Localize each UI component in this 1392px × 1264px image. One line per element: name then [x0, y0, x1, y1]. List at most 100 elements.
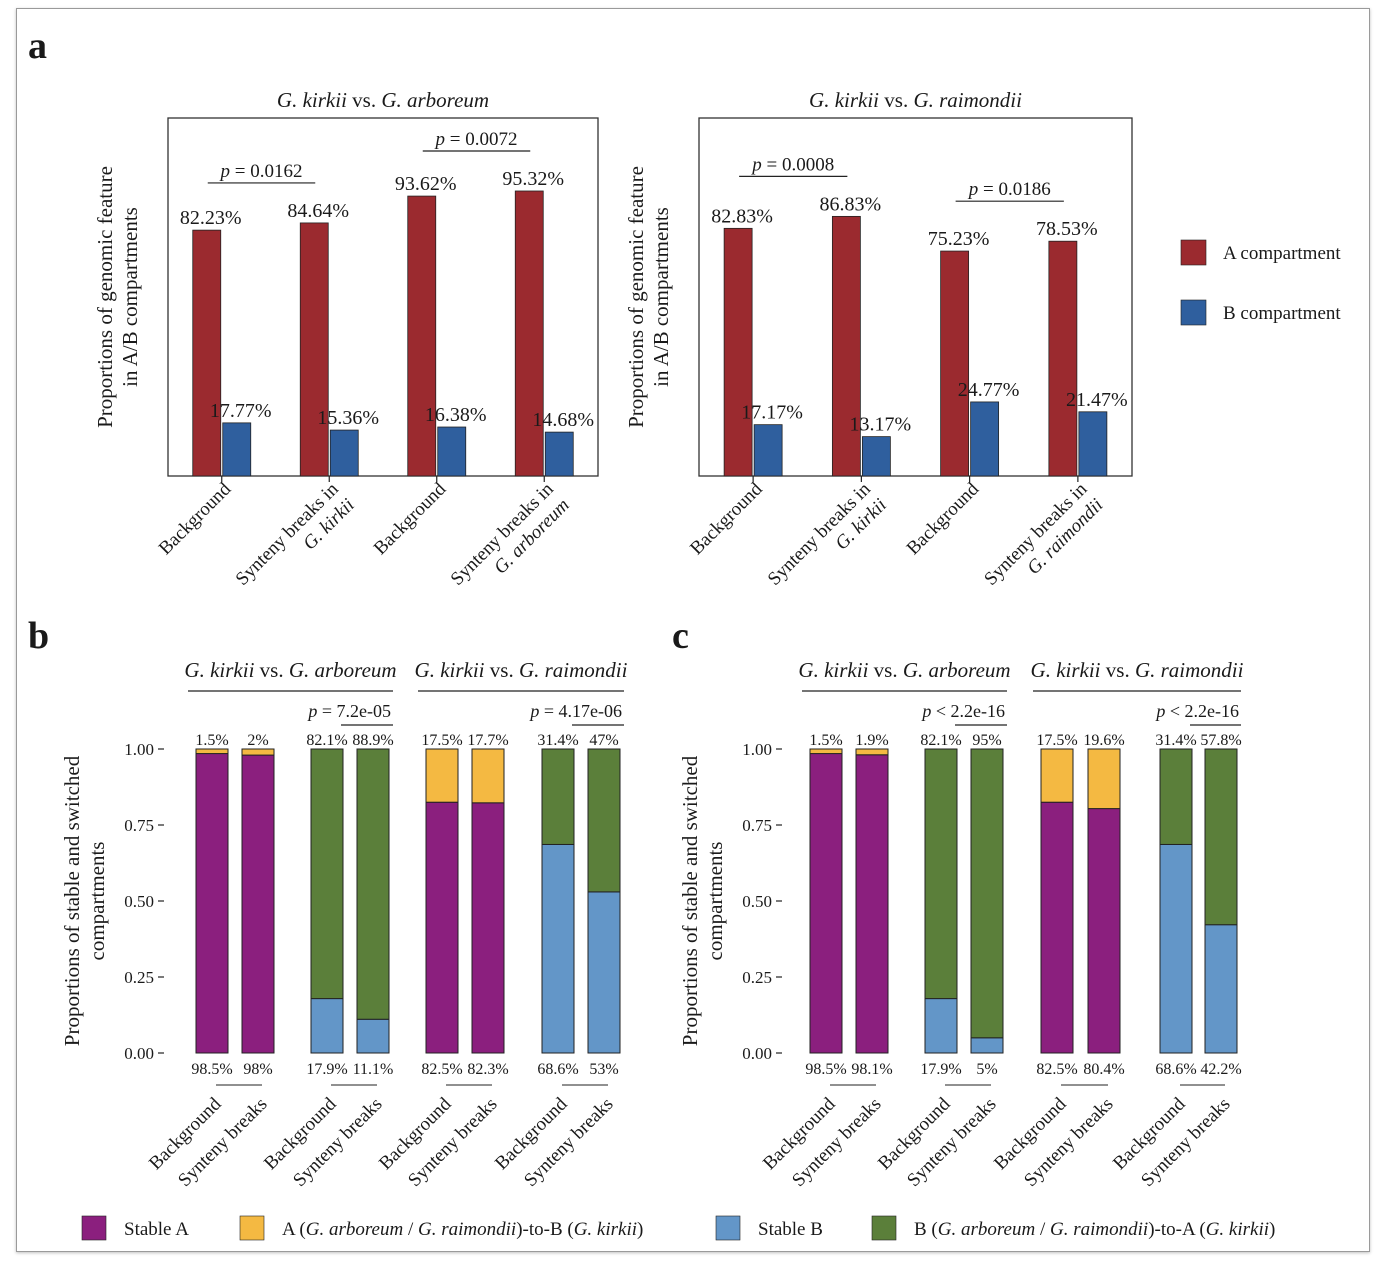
c-group-title-0: G. kirkii vs. G. arboreum [798, 658, 1010, 682]
a-bar-2-2-B [970, 401, 1000, 477]
b-bottom-label-5: 82.3% [467, 1061, 508, 1078]
a-xlabel-1-2: Background [370, 478, 451, 559]
a-bar-2-0-A [723, 227, 753, 477]
b-top-label-1: 2% [247, 732, 268, 749]
b-bottom-label-1: 98% [243, 1061, 272, 1078]
c-pvalue-0: p < 2.2e-16 [920, 701, 1005, 721]
a-plot-frame-2 [698, 117, 1133, 477]
c-yticklabel-3: 0.75 [742, 816, 772, 835]
c-bar-1-s0 [855, 754, 889, 1054]
a-xlabel-2-2: Background [903, 478, 984, 559]
b-bar-1-s1 [241, 748, 275, 756]
panel-label-a: a [28, 25, 47, 67]
b-bar-3-s3 [356, 748, 390, 1020]
c-top-label-5: 19.6% [1083, 732, 1124, 749]
a-bar-2-3-B [1078, 411, 1108, 477]
b-top-label-6: 31.4% [537, 732, 578, 749]
a-bar-2-1-A [831, 215, 861, 477]
c-bottom-label-3: 5% [976, 1061, 997, 1078]
b-ylabel: Proportions of stable and switched [60, 755, 84, 1046]
a-bar-1-3-B [544, 431, 574, 477]
b-yticklabel-3: 0.75 [124, 816, 154, 835]
c-bar-5-s1 [1087, 748, 1121, 810]
b-top-label-7: 47% [589, 732, 618, 749]
a-bar-2-2-A [940, 250, 970, 477]
b-bar-3-s2 [356, 1018, 390, 1054]
c-top-label-7: 57.8% [1200, 732, 1241, 749]
b-bottom-label-4: 82.5% [421, 1061, 462, 1078]
b-ylabel-line2: compartments [85, 842, 109, 961]
a-bar-1-0-B [222, 422, 252, 477]
b-top-label-2: 82.1% [306, 732, 347, 749]
c-yticklabel-4: 1.00 [742, 740, 772, 759]
b-bar-7-s3 [587, 748, 621, 893]
bc-legend-label-1: A (G. arboreum / G. raimondii)-to-B (G. … [282, 1219, 643, 1240]
c-bottom-label-5: 80.4% [1083, 1061, 1124, 1078]
b-bottom-label-6: 68.6% [537, 1061, 578, 1078]
b-bottom-label-3: 11.1% [353, 1061, 394, 1078]
b-yticklabel-0: 0.00 [124, 1044, 154, 1063]
b-pvalue-0: p = 7.2e-05 [306, 701, 391, 721]
b-bar-0-s0 [195, 753, 229, 1054]
c-bar-0-s0 [809, 753, 843, 1054]
a-pvalue-1-0: p = 0.0162 [219, 161, 303, 182]
a-bar-label-1-1-B: 15.36% [317, 407, 379, 429]
a-pvalue-2-1: p = 0.0186 [967, 179, 1051, 200]
a-bar-label-1-0-B: 17.77% [210, 400, 272, 422]
a-bar-label-2-3-A: 78.53% [1036, 218, 1098, 240]
c-bottom-label-7: 42.2% [1200, 1061, 1241, 1078]
c-bottom-label-6: 68.6% [1155, 1061, 1196, 1078]
c-yticklabel-2: 0.50 [742, 892, 772, 911]
bc-legend-label-3: B (G. arboreum / G. raimondii)-to-A (G. … [914, 1219, 1275, 1240]
a-bar-2-3-A [1048, 240, 1078, 477]
c-bar-5-s0 [1087, 808, 1121, 1054]
b-group-title-1: G. kirkii vs. G. raimondii [415, 658, 628, 682]
c-bar-2-s3 [924, 748, 958, 1000]
b-bar-0-s1 [195, 748, 229, 755]
b-top-label-5: 17.7% [467, 732, 508, 749]
a-plot-frame-1 [167, 117, 599, 477]
c-bar-6-s2 [1159, 843, 1193, 1054]
a-bar-label-1-3-A: 95.32% [502, 168, 564, 190]
b-top-label-3: 88.9% [352, 732, 393, 749]
a-title-1: G. kirkii vs. G. arboreum [277, 88, 489, 112]
a-legend-label-0: A compartment [1223, 243, 1341, 264]
a-bar-label-1-1-A: 84.64% [287, 200, 349, 222]
a-bar-1-2-B [437, 426, 467, 477]
c-yticklabel-0: 0.00 [742, 1044, 772, 1063]
a-legend-key-1 [1180, 299, 1207, 326]
a-xlabel-1-0: Background [155, 478, 236, 559]
a-bar-1-3-A [514, 190, 544, 477]
c-group-title-1: G. kirkii vs. G. raimondii [1031, 658, 1244, 682]
b-bar-6-s3 [541, 748, 575, 845]
b-bottom-label-0: 98.5% [191, 1061, 232, 1078]
c-bottom-label-2: 17.9% [920, 1061, 961, 1078]
a-pvalue-2-0: p = 0.0008 [750, 154, 834, 175]
a-bar-label-1-3-B: 14.68% [532, 409, 594, 431]
bc-legend-label-2: Stable B [758, 1219, 823, 1240]
c-bar-0-s1 [809, 748, 843, 755]
a-bar-label-1-2-A: 93.62% [395, 173, 457, 195]
b-top-label-4: 17.5% [421, 732, 462, 749]
c-bar-2-s2 [924, 998, 958, 1054]
b-bar-4-s1 [425, 748, 459, 803]
b-bar-6-s2 [541, 843, 575, 1054]
c-bar-3-s2 [970, 1037, 1004, 1054]
a-legend-label-1: B compartment [1223, 303, 1341, 324]
c-bottom-label-4: 82.5% [1036, 1061, 1077, 1078]
a-ylabel-line2-1: in A/B compartments [118, 207, 142, 387]
a-bar-label-1-0-A: 82.23% [180, 207, 242, 229]
a-bar-label-2-3-B: 21.47% [1066, 389, 1128, 411]
bc-legend-key-3 [871, 1215, 897, 1241]
c-bar-7-s3 [1204, 748, 1238, 926]
c-bar-7-s2 [1204, 924, 1238, 1054]
a-bar-2-0-B [753, 424, 783, 477]
panel-label-b: b [28, 615, 49, 657]
c-bottom-label-0: 98.5% [805, 1061, 846, 1078]
b-top-label-0: 1.5% [195, 732, 228, 749]
c-top-label-4: 17.5% [1036, 732, 1077, 749]
a-pvalue-1-1: p = 0.0072 [434, 129, 518, 150]
b-bar-5-s0 [471, 802, 505, 1054]
c-top-label-2: 82.1% [920, 732, 961, 749]
